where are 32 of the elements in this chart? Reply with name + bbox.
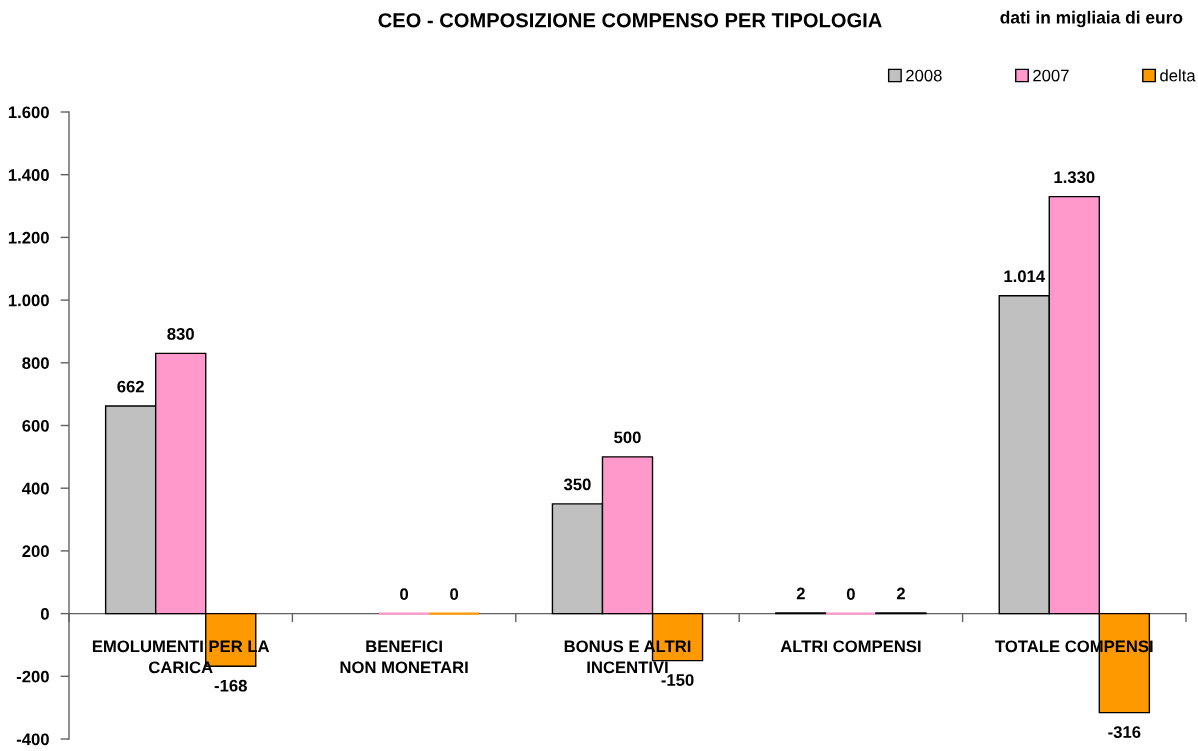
y-tick-label: -400 xyxy=(16,733,49,746)
data-label: 2 xyxy=(896,587,905,600)
data-label: 0 xyxy=(846,588,855,601)
data-label: 830 xyxy=(167,328,194,340)
data-label: 662 xyxy=(117,380,144,393)
y-tick-label: 1.400 xyxy=(8,169,49,181)
data-label: -316 xyxy=(1108,726,1141,738)
chart-title: CEO - COMPOSIZIONE COMPENSO PER TIPOLOGIA xyxy=(378,13,882,28)
y-tick-label: 600 xyxy=(22,419,49,432)
data-label: 0 xyxy=(450,588,459,601)
y-tick-label: 200 xyxy=(22,545,49,558)
y-tick-label: 1.600 xyxy=(8,106,49,119)
data-label: -150 xyxy=(661,674,694,686)
legend-label: 2008 xyxy=(906,69,942,82)
y-tick-label: 0 xyxy=(40,608,49,620)
y-tick-label: 400 xyxy=(22,482,49,495)
data-label: 1.330 xyxy=(1054,171,1095,184)
data-label: 500 xyxy=(614,431,641,444)
y-tick-label: 800 xyxy=(22,357,49,369)
x-tick-label: BENEFICI NON MONETARI xyxy=(340,640,468,674)
data-label: 0 xyxy=(400,588,409,601)
data-label: 350 xyxy=(563,478,591,491)
legend-label: delta xyxy=(1160,69,1196,82)
y-tick-label: 1.200 xyxy=(8,231,49,244)
y-tick-label: -200 xyxy=(16,670,49,683)
data-label: 2 xyxy=(796,587,805,600)
data-label: 1.014 xyxy=(1004,270,1046,283)
legend-label: 2007 xyxy=(1033,69,1069,82)
x-tick-label: ALTRI COMPENSI xyxy=(780,640,921,653)
y-tick-label: 1.000 xyxy=(8,294,49,307)
data-label: -168 xyxy=(214,679,247,692)
text: dati in migliaia di euro xyxy=(1000,10,1183,28)
